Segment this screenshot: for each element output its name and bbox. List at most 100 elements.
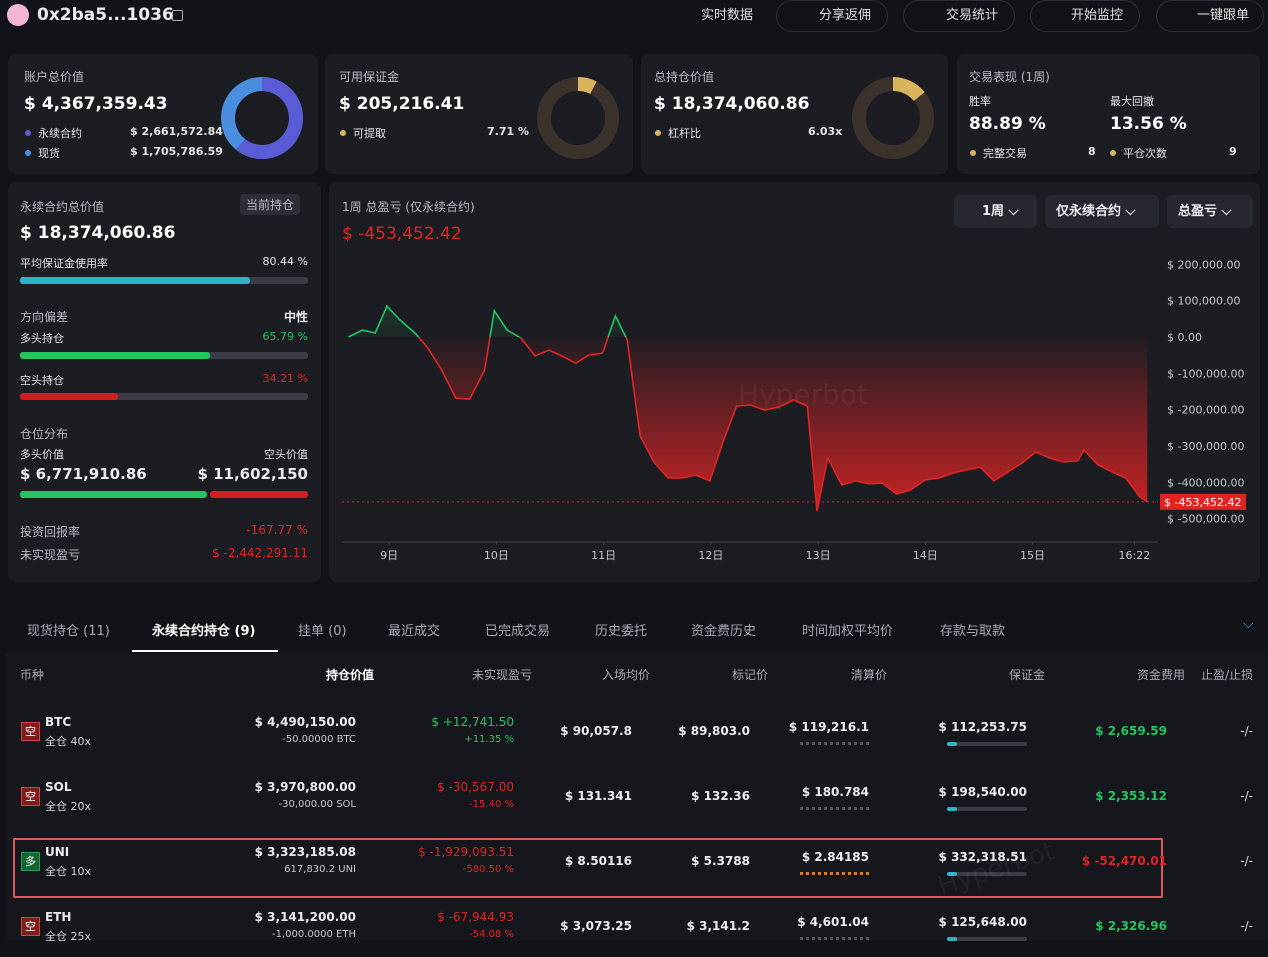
margin-fill xyxy=(947,807,957,811)
liquidation-price: $ 2.84185 xyxy=(801,850,869,864)
entry-price: $ 90,057.8 xyxy=(560,724,632,738)
tab[interactable]: 现货持仓 (11) xyxy=(27,624,110,639)
collapse-icon[interactable]: ⌵ xyxy=(1243,616,1254,632)
long-bar xyxy=(20,491,207,498)
wallet-address[interactable]: 0x2ba5...1036 xyxy=(37,5,174,25)
column-header[interactable]: 标记价 xyxy=(731,668,768,682)
entry-price: $ 3,073.25 xyxy=(560,919,632,933)
x-tick-label: 9日 xyxy=(380,549,398,562)
side-badge: 空 xyxy=(21,787,40,806)
column-header[interactable]: 未实现盈亏 xyxy=(471,668,532,682)
stat-value: 88.89 % xyxy=(969,114,1046,134)
column-header[interactable]: 止盈/止损 xyxy=(1200,668,1253,682)
account-card: 账户总价值 $ 4,367,359.43 永续合约 $ 2,661,572.84… xyxy=(8,54,318,174)
y-tick-label: $ -100,000.00 xyxy=(1167,367,1244,380)
margin-track xyxy=(947,872,1027,876)
button[interactable]: 一键跟单 xyxy=(1156,0,1264,32)
x-tick-label: 16:22 xyxy=(1119,549,1151,562)
mark-price: $ 3,141.2 xyxy=(686,919,750,933)
margin-fill xyxy=(947,872,957,876)
tab[interactable]: 挂单 (0) xyxy=(298,624,347,639)
avatar xyxy=(7,4,29,26)
panel-title: 永续合约总价值 xyxy=(20,200,105,214)
item-value: $ 1,705,786.59 xyxy=(130,145,223,158)
performance-card: 交易表现 (1周) 胜率 88.89 % 最大回撤 13.56 % 完整交易 8… xyxy=(957,54,1260,174)
dropdown[interactable]: 1周 ⌵ xyxy=(954,195,1037,228)
button[interactable]: 实时数据 xyxy=(668,0,768,32)
table-row[interactable]: 空 ETH 全仓 25x $ 3,141,200.00 -1,000.0000 ETH $… xyxy=(6,905,1268,957)
column-header[interactable]: 币种 xyxy=(20,668,45,682)
card-title: 账户总价值 xyxy=(24,70,85,84)
margin: $ 112,253.75 xyxy=(938,720,1027,734)
symbol: UNI xyxy=(45,845,70,859)
table-row[interactable]: 空 SOL 全仓 20x $ 3,970,800.00 -30,000.00 SOL $ … xyxy=(6,775,1268,827)
button[interactable]: 开始监控 xyxy=(1030,0,1140,32)
item-value: 9 xyxy=(1229,145,1237,158)
button-label: 开始监控 xyxy=(1071,8,1124,23)
position-size: -50.00000 BTC xyxy=(282,734,356,745)
side-badge: 多 xyxy=(21,852,40,871)
button[interactable]: 交易统计 xyxy=(903,0,1015,32)
tab[interactable]: 永续合约持仓 (9) xyxy=(152,624,256,639)
card-title: 总持仓价值 xyxy=(654,70,715,84)
column-header[interactable]: 入场均价 xyxy=(601,668,650,682)
x-tick-label: 10日 xyxy=(484,549,509,562)
liquidation-price: $ 180.784 xyxy=(801,785,869,799)
stat-value: $ 11,602,150 xyxy=(197,465,308,483)
tab[interactable]: 存款与取款 xyxy=(940,624,1006,639)
dropdown[interactable]: 仅永续合约 ⌵ xyxy=(1045,195,1159,228)
dropdown-label: 仅永续合约 xyxy=(1056,204,1122,219)
stat-value: -167.77 % xyxy=(246,523,308,537)
button[interactable]: 分享返佣 xyxy=(776,0,888,32)
entry-price: $ 8.50116 xyxy=(564,854,632,868)
position-value: $ 4,490,150.00 xyxy=(254,715,356,729)
y-tick-label: $ 200,000.00 xyxy=(1167,258,1240,271)
short-bar xyxy=(210,491,308,498)
item-label: 完整交易 xyxy=(983,147,1027,160)
unrealized-pnl: $ -67,944.93 xyxy=(437,910,514,924)
tab-underline xyxy=(132,650,278,652)
stat-label: 未实现盈亏 xyxy=(20,548,81,562)
legend-dot xyxy=(25,150,31,156)
y-tick-label: $ -300,000.00 xyxy=(1167,440,1244,453)
last-value-tag xyxy=(1160,493,1246,510)
mark-price: $ 5.3788 xyxy=(691,854,750,868)
column-header[interactable]: 持仓价值 xyxy=(325,668,374,682)
tab[interactable]: 历史委托 xyxy=(595,624,648,639)
column-header[interactable]: 资金费用 xyxy=(1136,668,1185,682)
stat-label: 多头持仓 xyxy=(20,332,64,345)
margin-mode: 全仓 25x xyxy=(45,930,92,943)
y-tick-label: $ 0.00 xyxy=(1167,331,1202,344)
tp-sl: -/- xyxy=(1240,724,1253,738)
tp-sl: -/- xyxy=(1240,854,1253,868)
item-label: 可提取 xyxy=(353,127,386,140)
table-row[interactable]: 空 BTC 全仓 40x $ 4,490,150.00 -50.00000 BTC $ +… xyxy=(6,710,1268,762)
column-header[interactable]: 保证金 xyxy=(1008,668,1045,682)
row-highlight xyxy=(13,838,1163,898)
tab[interactable]: 已完成交易 xyxy=(485,624,551,639)
positions-card: 总持仓价值 $ 18,374,060.86 杠杆比 6.03x xyxy=(641,54,948,174)
position-value: $ 3,970,800.00 xyxy=(254,780,356,794)
last-value-label: $ -453,452.42 xyxy=(1164,496,1241,509)
chart-value: $ -453,452.42 xyxy=(342,224,462,244)
tab[interactable]: 最近成交 xyxy=(388,624,441,639)
legend-dot xyxy=(1110,150,1116,156)
margin-track xyxy=(947,807,1027,811)
card-value: $ 205,216.41 xyxy=(339,94,465,114)
pnl-percent: +11.35 % xyxy=(464,734,514,745)
dropdown[interactable]: 总盈亏 ⌵ xyxy=(1167,195,1253,228)
stat-label: 空头持仓 xyxy=(20,374,64,387)
position-size: -30,000.00 SOL xyxy=(278,799,356,810)
tab[interactable]: 时间加权平均价 xyxy=(802,624,894,639)
tab[interactable]: 资金费历史 xyxy=(691,624,757,639)
button-label: 交易统计 xyxy=(946,8,999,23)
dropdown-label: 总盈亏 xyxy=(1178,204,1218,219)
copy-icon[interactable] xyxy=(172,10,183,21)
mark-price: $ 132.36 xyxy=(691,789,750,803)
tag: 当前持仓 xyxy=(240,194,301,215)
dropdown-label: 1周 xyxy=(982,204,1005,219)
progress-track xyxy=(20,352,308,359)
column-header[interactable]: 清算价 xyxy=(850,668,887,682)
item-label: 现货 xyxy=(38,147,60,160)
table-row[interactable]: 多 UNI 全仓 10x $ 3,323,185.08 617,830.2 UNI $ -… xyxy=(6,840,1268,892)
